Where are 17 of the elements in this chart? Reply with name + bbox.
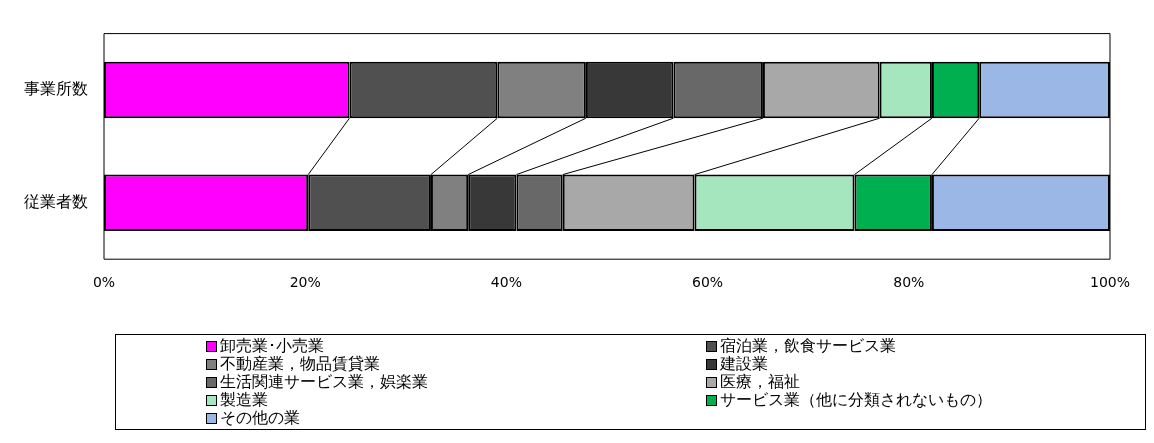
legend-label: 製造業 [220, 390, 268, 409]
legend-label: 建設業 [720, 354, 768, 373]
x-tick-label: 80% [893, 274, 925, 291]
legend-label: 不動産業，物品賃貸業 [220, 354, 380, 373]
legend-label: 卸売業･小売業 [220, 336, 324, 355]
legend-label: 生活関連サービス業，娯楽業 [220, 372, 428, 391]
x-tick-label: 0% [92, 274, 116, 291]
x-tick-label: 40% [490, 274, 522, 291]
legend-label: サービス業（他に分類されないもの） [720, 390, 992, 409]
x-tick-label: 100% [1089, 274, 1130, 291]
x-tick-label: 60% [692, 274, 724, 291]
legend-label: その他の業 [220, 408, 300, 427]
legend-label: 宿泊業，飲食サービス業 [720, 336, 896, 355]
y-tick-label: 従業者数 [24, 191, 88, 211]
x-tick-label: 20% [289, 274, 321, 291]
legend-label: 医療，福祉 [720, 372, 800, 391]
y-tick-label: 事業所数 [24, 79, 88, 99]
